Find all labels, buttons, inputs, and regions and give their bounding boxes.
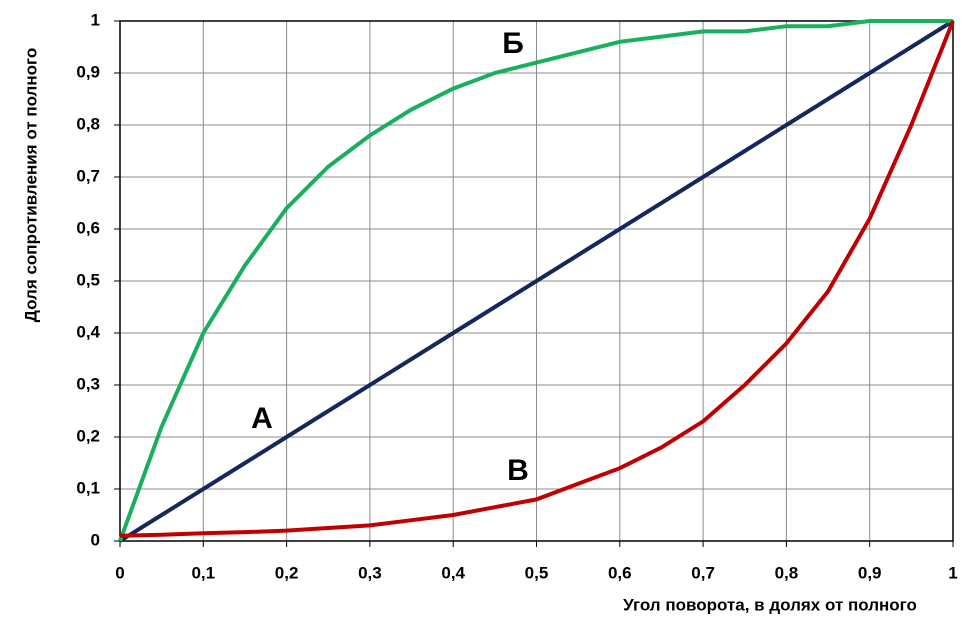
y-tick-label: 0 — [91, 530, 100, 549]
y-tick-label: 0,4 — [76, 322, 100, 341]
y-tick-label: 0,3 — [76, 374, 100, 393]
y-tick-label: 0,9 — [76, 62, 100, 81]
plot-border — [119, 20, 954, 542]
y-tick-label: 0,7 — [76, 166, 100, 185]
y-tick-label: 0,8 — [76, 114, 100, 133]
x-tick-label: 0,6 — [608, 563, 632, 582]
x-tick-label: 0,9 — [858, 563, 882, 582]
series-label: В — [507, 454, 529, 487]
x-tick-label: 0,4 — [441, 563, 465, 582]
y-tick-label: 0,6 — [76, 218, 100, 237]
x-tick-label: 0,7 — [691, 563, 715, 582]
series-line — [119, 20, 955, 538]
x-axis-title: Угол поворота, в долях от полного — [623, 595, 917, 614]
series-line — [118, 19, 955, 543]
series-line — [118, 19, 953, 542]
series-label: Б — [502, 27, 524, 60]
x-tick-label: 0,2 — [275, 563, 299, 582]
x-tick-label: 0 — [115, 563, 124, 582]
y-axis-title: Доля сопротивления от полного — [21, 48, 40, 323]
x-tick-label: 0,3 — [358, 563, 382, 582]
x-tick-label: 1 — [948, 563, 957, 582]
x-tick-label: 0,8 — [775, 563, 799, 582]
y-tick-label: 1 — [91, 10, 100, 29]
series-label: А — [251, 402, 273, 435]
x-tick-label: 0,1 — [191, 563, 215, 582]
x-tick-label: 0,5 — [525, 563, 549, 582]
y-tick-label: 0,1 — [76, 478, 100, 497]
y-tick-label: 0,5 — [76, 270, 100, 289]
y-tick-label: 0,2 — [76, 426, 100, 445]
